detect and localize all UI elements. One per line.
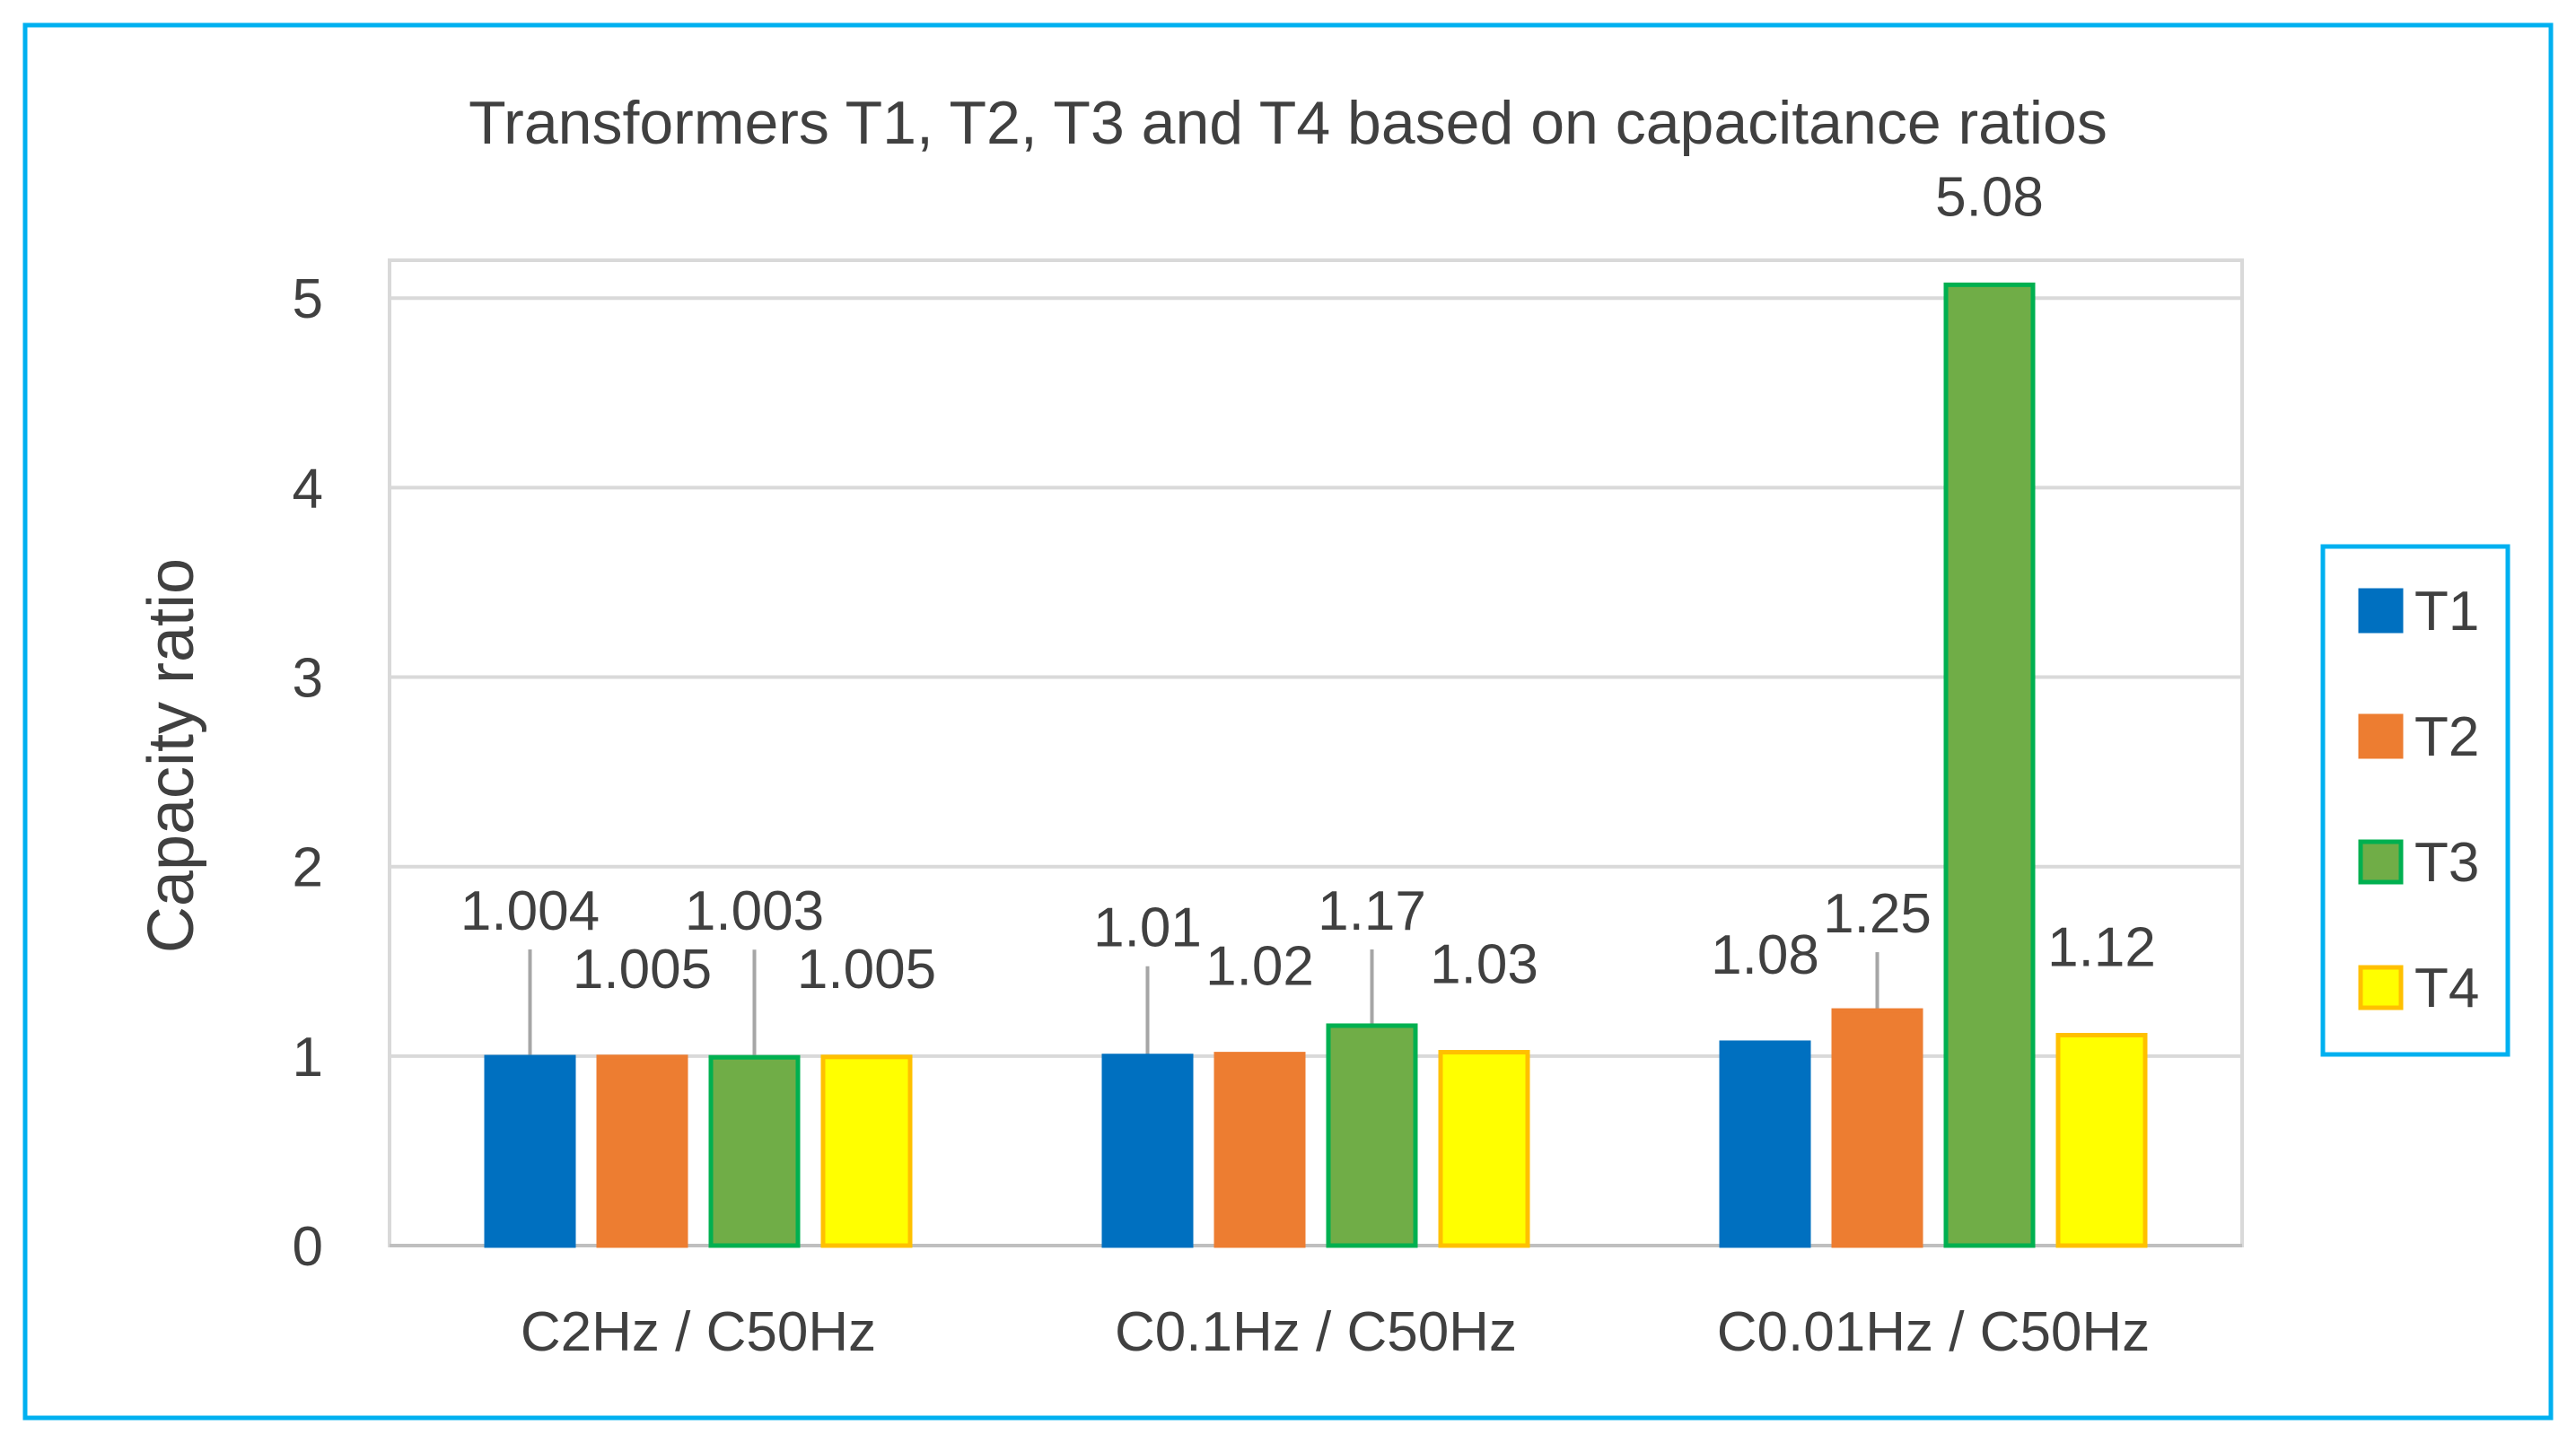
data-label-t4-1: 1.03: [1430, 934, 1538, 996]
legend: T1 T2 T3 T4: [2320, 544, 2510, 1057]
legend-swatch-t2: [2358, 713, 2404, 759]
x-tick-label: C0.01Hz / C50Hz: [1717, 1301, 2150, 1363]
x-tick-labels: C2Hz / C50Hz C0.1Hz / C50Hz C0.01Hz / C50H…: [521, 1301, 2150, 1363]
bar-t2-2: [1831, 1008, 1923, 1248]
x-tick-label: C2Hz / C50Hz: [521, 1301, 876, 1363]
data-label-t2-0: 1.005: [573, 939, 712, 1001]
data-label-t1-0: 1.004: [460, 880, 600, 942]
bar-t3-0: [708, 1054, 801, 1248]
y-axis-label: Capacity ratio: [136, 558, 207, 953]
leader-lines: [528, 949, 1879, 1056]
bar-t4-2: [2055, 1033, 2148, 1248]
data-label-t4-2: 1.12: [2047, 917, 2156, 979]
bar-t4-1: [1438, 1050, 1530, 1248]
data-label-t3-2: 5.08: [1935, 166, 2044, 228]
legend-swatch-t1: [2358, 588, 2404, 634]
data-label-t1-1: 1.01: [1093, 897, 1202, 959]
data-label-t3-1: 1.17: [1318, 880, 1426, 942]
legend-label-t3: T3: [2414, 832, 2479, 894]
gridlines: [390, 296, 2242, 1247]
y-tick-label: 3: [293, 648, 323, 710]
bar-t2-1: [1214, 1052, 1306, 1248]
x-tick-label: C0.1Hz / C50Hz: [1115, 1301, 1517, 1363]
y-tick-label: 2: [293, 837, 323, 899]
data-label-t3-0: 1.003: [685, 880, 824, 942]
bars: [484, 282, 2148, 1248]
y-tick-label: 0: [293, 1216, 323, 1278]
bar-t3-2: [1943, 282, 2036, 1248]
legend-swatch-t3: [2358, 839, 2404, 885]
bar-t1-0: [484, 1054, 576, 1248]
bar-t2-0: [596, 1054, 688, 1248]
y-tick-label: 1: [293, 1027, 323, 1089]
legend-label-t1: T1: [2414, 581, 2479, 643]
chart-title: Transformers T1, T2, T3 and T4 based on …: [469, 89, 2107, 157]
legend-swatch-t4: [2358, 965, 2404, 1010]
legend-label-t2: T2: [2414, 706, 2479, 768]
y-tick-labels: 0 1 2 3 4 5: [293, 268, 323, 1278]
data-label-t1-2: 1.08: [1711, 924, 1819, 986]
data-label-t2-2: 1.25: [1823, 883, 1932, 945]
bar-t3-1: [1326, 1023, 1418, 1248]
bar-t1-2: [1719, 1040, 1811, 1248]
legend-box: [2320, 544, 2510, 1057]
data-label-t4-0: 1.005: [797, 939, 936, 1001]
y-tick-label: 5: [293, 268, 323, 330]
legend-label-t4: T4: [2414, 958, 2479, 1019]
data-label-t2-1: 1.02: [1205, 936, 1314, 998]
bar-t1-1: [1101, 1054, 1194, 1248]
bar-t4-0: [820, 1054, 913, 1248]
y-tick-label: 4: [293, 458, 323, 520]
